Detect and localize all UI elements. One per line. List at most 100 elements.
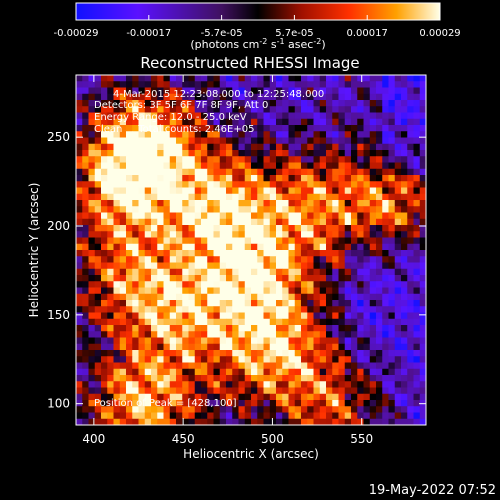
heatmap-cell [82,237,89,245]
heatmap-cell [394,87,402,95]
heatmap-cell [238,331,246,338]
heatmap-cell [213,106,221,113]
heatmap-cell [288,125,296,132]
heatmap-cell [157,350,164,357]
heatmap-cell [407,100,414,107]
heatmap-cell [369,93,377,101]
heatmap-cell [344,212,352,220]
heatmap-cell [413,143,421,151]
heatmap-cell [363,406,371,413]
heatmap-cell [113,218,121,226]
heatmap-cell [113,81,121,88]
heatmap-cell [176,143,183,151]
heatmap-cell [138,393,146,401]
heatmap-cell [138,118,146,126]
heatmap-cell [169,293,177,301]
heatmap-cell [101,162,108,170]
heatmap-cell [419,87,426,95]
heatmap-cell [76,418,83,425]
heatmap-cell [213,368,221,376]
heatmap-cell [182,368,189,376]
heatmap-cell [363,206,371,213]
heatmap-cell [107,343,114,351]
heatmap-cell [119,387,127,395]
heatmap-cell [369,168,377,176]
heatmap-cell [382,143,389,151]
heatmap-cell [326,112,333,120]
heatmap-cell [126,418,133,425]
heatmap-cell [76,237,83,245]
heatmap-cell [332,350,339,357]
heatmap-cell [388,168,396,176]
heatmap-cell [94,268,102,276]
heatmap-cell [344,387,352,395]
heatmap-cell [394,125,402,132]
heatmap-cell [332,287,339,295]
heatmap-cell [263,150,271,157]
heatmap-cell [263,381,271,388]
heatmap-cell [388,118,396,126]
heatmap-cell [307,125,314,132]
heatmap-cell [238,268,246,276]
heatmap-cell [94,306,102,313]
heatmap-cell [419,75,426,82]
heatmap-cell [332,331,339,338]
heatmap-cell [119,225,127,232]
heatmap-cell [169,400,177,407]
heatmap-cell [126,375,133,382]
heatmap-cell [188,118,196,126]
heatmap-cell [244,156,252,163]
heatmap-cell [332,312,339,320]
heatmap-cell [344,400,352,407]
heatmap-cell [319,75,327,82]
heatmap-cell [282,125,289,132]
heatmap-cell [294,87,302,95]
heatmap-cell [357,400,364,407]
heatmap-cell [269,300,277,307]
heatmap-cell [176,225,183,232]
heatmap-cell [288,256,296,263]
heatmap-cell [382,287,389,295]
heatmap-cell [351,168,358,176]
colorbar-tick-labels: -0.00029 -0.00017 -5.7e-05 5.7e-05 0.00017 0.… [54,28,461,39]
heatmap-cell [151,193,158,201]
heatmap-cell [288,187,296,195]
heatmap-cell [407,375,414,382]
heatmap-cell [157,81,164,88]
heatmap-cell [176,368,183,376]
heatmap-cell [219,206,227,213]
heatmap-cell [319,225,327,232]
heatmap-cell [132,75,139,82]
heatmap-cell [407,193,414,201]
heatmap-cell [157,275,164,282]
heatmap-cell [194,337,202,345]
heatmap-cell [419,368,426,376]
heatmap-cell [107,325,114,332]
heatmap-cell [82,125,89,132]
heatmap-cell [207,175,214,182]
heatmap-cell [351,81,358,88]
heatmap-cell [357,162,364,170]
heatmap-cell [169,225,177,232]
heatmap-cell [313,337,321,345]
heatmap-cell [232,106,239,113]
heatmap-cell [407,75,414,82]
heatmap-cell [94,87,102,95]
heatmap-cell [238,343,246,351]
heatmap-cell [332,193,339,201]
heatmap-cell [213,381,221,388]
heatmap-cell [126,287,133,295]
heatmap-cell [407,275,414,282]
heatmap-cell [301,275,308,282]
heatmap-cell [107,81,114,88]
heatmap-cell [119,118,127,126]
heatmap-cell [263,287,271,295]
heatmap-cell [394,406,402,413]
heatmap-cell [338,118,346,126]
heatmap-cell [119,156,127,163]
heatmap-cell [107,250,114,257]
heatmap-cell [101,281,108,288]
heatmap-cell [219,412,227,420]
heatmap-cell [126,400,133,407]
heatmap-cell [113,181,121,188]
